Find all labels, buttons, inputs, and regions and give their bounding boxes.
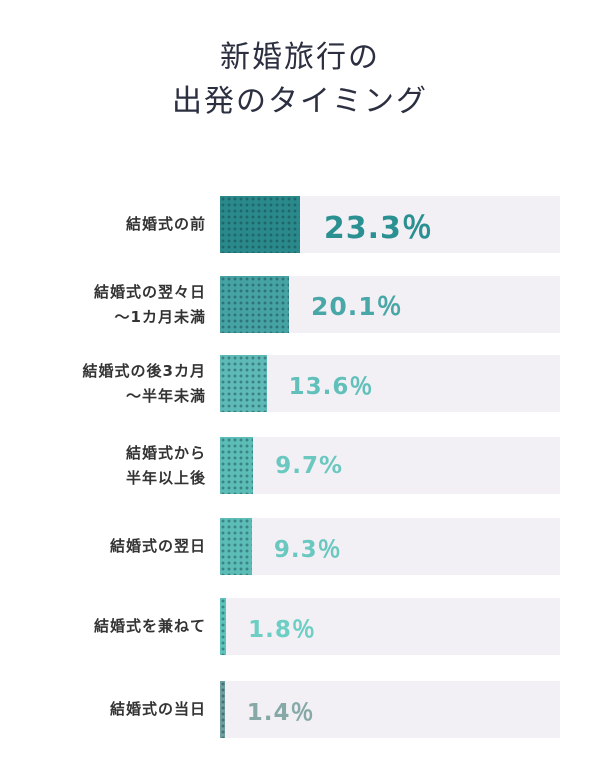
bar-track: 1.8％ xyxy=(220,598,560,655)
category-label-line: 結婚式を兼ねて xyxy=(93,617,206,635)
value-label: 20.1％ xyxy=(310,291,403,321)
category-label-line: 結婚式の翌日 xyxy=(109,537,206,555)
bar-row: 結婚式の翌日 9.3％ xyxy=(0,518,600,575)
value-label: 9.3％ xyxy=(273,536,342,563)
category-label: 結婚式の前 xyxy=(126,196,206,253)
category-label: 結婚式の翌日 xyxy=(110,518,206,575)
bar xyxy=(220,196,300,253)
bar-track: 1.4％ xyxy=(220,681,560,738)
category-label: 結婚式の翌々日〜1カ月未満 xyxy=(94,276,206,333)
bar-track: 20.1％ xyxy=(220,276,560,333)
value-label: 1.8％ xyxy=(248,616,316,643)
category-label-line: 半年以上後 xyxy=(125,468,206,487)
chart-title-line-2: 出発のタイミング xyxy=(172,84,428,119)
category-label: 結婚式の当日 xyxy=(110,681,206,738)
category-label: 結婚式の後3カ月〜半年未満 xyxy=(83,355,206,412)
category-label-line: 結婚式の後3カ月 xyxy=(82,361,206,380)
bar-row: 結婚式の当日 1.4％ xyxy=(0,681,600,738)
chart-title: 新婚旅行の 出発のタイミング xyxy=(0,36,600,124)
value-label: 13.6％ xyxy=(288,373,374,400)
value-label: 1.4％ xyxy=(246,699,315,726)
value-label: 23.3％ xyxy=(323,210,433,246)
category-label-line: 結婚式の当日 xyxy=(109,700,206,718)
category-label-line: 結婚式から xyxy=(125,443,206,462)
bar xyxy=(220,355,267,412)
bar xyxy=(220,437,254,494)
chart-title-line-1: 新婚旅行の xyxy=(220,40,380,75)
category-label-line: 結婚式の前 xyxy=(125,215,206,233)
bar-row: 結婚式から半年以上後 9.7% xyxy=(0,437,600,494)
category-label: 結婚式を兼ねて xyxy=(94,598,206,655)
category-label-line: 〜半年未満 xyxy=(125,386,206,405)
bar xyxy=(220,681,225,738)
category-label: 結婚式から半年以上後 xyxy=(126,437,206,494)
bar-track: 23.3％ xyxy=(220,196,560,253)
bar-track: 13.6％ xyxy=(220,355,560,412)
value-label: 9.7% xyxy=(275,452,344,479)
category-label-line: 〜1カ月未満 xyxy=(114,307,206,326)
bar-row: 結婚式の翌々日〜1カ月未満 20.1％ xyxy=(0,276,600,333)
bar xyxy=(220,276,289,333)
category-label-line: 結婚式の翌々日 xyxy=(93,282,206,301)
bar-track: 9.3％ xyxy=(220,518,560,575)
bar-track: 9.7% xyxy=(220,437,560,494)
bar-row: 結婚式を兼ねて 1.8％ xyxy=(0,598,600,655)
bar xyxy=(220,518,252,575)
bar-row: 結婚式の前 23.3％ xyxy=(0,196,600,253)
bar xyxy=(220,598,227,655)
bar-row: 結婚式の後3カ月〜半年未満 13.6％ xyxy=(0,355,600,412)
